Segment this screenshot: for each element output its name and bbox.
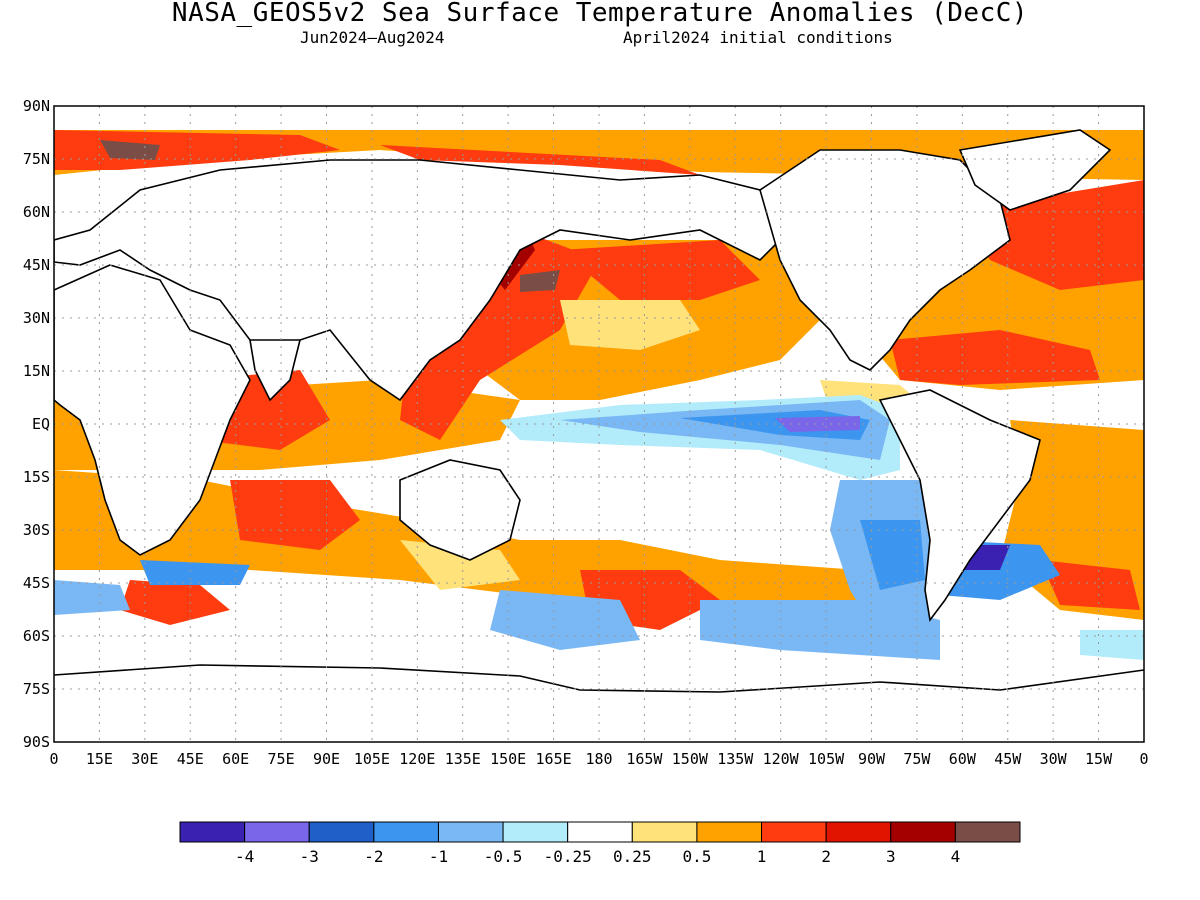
chart-title: NASA_GEOS5v2 Sea Surface Temperature Ano… xyxy=(171,0,1029,28)
colorbar-label: 1 xyxy=(757,847,767,866)
colorbar-label: 0.5 xyxy=(682,847,711,866)
lat-label: 90N xyxy=(23,97,50,115)
lat-label: 30N xyxy=(23,309,50,327)
colorbar-label: 0.25 xyxy=(613,847,652,866)
colorbar-swatch xyxy=(308,821,375,843)
lon-label: 165E xyxy=(536,750,572,768)
colorbar-label: -0.25 xyxy=(544,847,592,866)
colorbar-swatch xyxy=(631,821,698,843)
colorbar-label: -1 xyxy=(429,847,448,866)
lon-label: 15W xyxy=(1085,750,1113,768)
continents xyxy=(54,129,1144,693)
colorbar-label: 3 xyxy=(886,847,896,866)
lon-label: 120E xyxy=(399,750,435,768)
lon-label: 60E xyxy=(222,750,249,768)
lon-label: 45E xyxy=(177,750,204,768)
lon-label: 120W xyxy=(763,750,800,768)
colorbar xyxy=(179,821,1021,843)
lon-label: 75W xyxy=(903,750,931,768)
lon-label: 180 xyxy=(585,750,612,768)
lon-label: 150W xyxy=(672,750,709,768)
lat-label: 75S xyxy=(23,680,50,698)
colorbar-swatch xyxy=(825,821,892,843)
graticule xyxy=(54,106,1144,742)
lat-label: 15N xyxy=(23,362,50,380)
lon-label: 165W xyxy=(626,750,663,768)
colorbar-swatch xyxy=(179,821,246,843)
lon-label: 60W xyxy=(949,750,977,768)
lon-label: 135E xyxy=(445,750,481,768)
colorbar-labels: -4 -3 -2 -1 -0.5 -0.25 0.25 0.5 1 2 3 4 xyxy=(235,847,960,866)
colorbar-label: -3 xyxy=(300,847,319,866)
lat-label: 60S xyxy=(23,627,50,645)
colorbar-swatch xyxy=(696,821,763,843)
colorbar-swatch xyxy=(437,821,504,843)
colorbar-label: -0.5 xyxy=(484,847,523,866)
period-subtitle: Jun2024–Aug2024 xyxy=(300,28,445,47)
lat-label: 45S xyxy=(23,574,50,592)
map-frame xyxy=(53,105,1145,743)
colorbar-swatch xyxy=(567,821,633,843)
lon-label: 45W xyxy=(994,750,1022,768)
colorbar-label: -2 xyxy=(364,847,383,866)
lat-label: 30S xyxy=(23,521,50,539)
colorbar-label: 2 xyxy=(821,847,831,866)
lat-label: 45N xyxy=(23,256,50,274)
lon-label: 0 xyxy=(1139,750,1148,768)
lon-label: 90W xyxy=(858,750,886,768)
latitude-labels: 90N 75N 60N 45N 30N 15N EQ 15S 30S 45S 60S 75S 90S xyxy=(23,97,50,751)
lon-label: 0 xyxy=(49,750,58,768)
lon-label: 15E xyxy=(86,750,113,768)
colorbar-swatch xyxy=(244,821,310,843)
lon-label: 30W xyxy=(1040,750,1068,768)
colorbar-swatch xyxy=(954,821,1021,843)
lon-label: 105E xyxy=(354,750,390,768)
lon-label: 90E xyxy=(313,750,340,768)
lat-label: EQ xyxy=(32,415,50,433)
colorbar-swatch xyxy=(890,821,956,843)
lat-label: 90S xyxy=(23,733,50,751)
colorbar-swatch xyxy=(761,821,827,843)
longitude-labels: 0 15E 30E 45E 60E 75E 90E 105E 120E 135E 150E 165E 1… xyxy=(49,750,1148,768)
lon-label: 150E xyxy=(490,750,526,768)
lon-label: 105W xyxy=(808,750,845,768)
lon-label: 30E xyxy=(131,750,158,768)
lon-label: 75E xyxy=(268,750,295,768)
colorbar-swatch xyxy=(502,821,569,843)
colorbar-label: 4 xyxy=(951,847,961,866)
lat-label: 75N xyxy=(23,150,50,168)
lat-label: 15S xyxy=(23,468,50,486)
lat-label: 60N xyxy=(23,203,50,221)
init-subtitle: April2024 initial conditions xyxy=(623,28,893,47)
colorbar-swatch xyxy=(373,821,439,843)
colorbar-label: -4 xyxy=(235,847,254,866)
lon-label: 135W xyxy=(717,750,754,768)
